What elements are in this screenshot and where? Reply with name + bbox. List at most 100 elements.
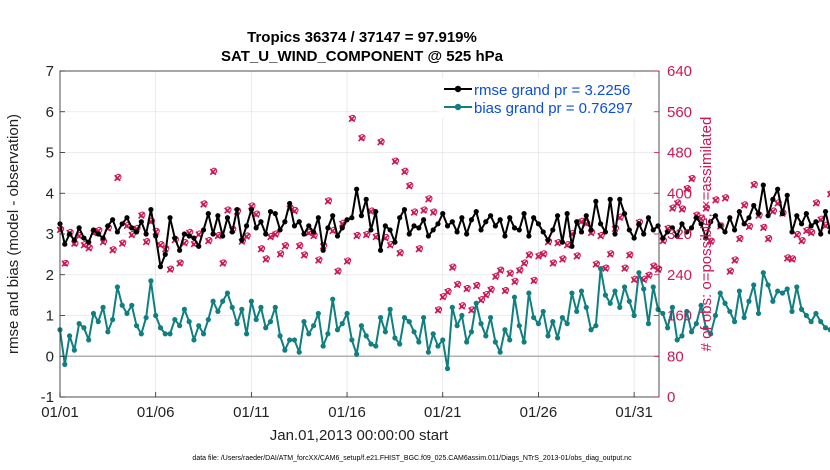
rmse-point [665,229,671,235]
rmse-point [272,211,278,217]
bias-point [344,310,350,317]
rmse-point [363,196,369,202]
obs-assimilated-point [649,263,657,270]
bias-point [177,323,183,329]
obs-assimilated-point [267,233,274,241]
rmse-point [334,233,341,239]
obs-assimilated-point [707,238,715,246]
rmse-point [387,227,393,233]
y2-axis-label: # of obs: o=possible; ×=assimilated [698,117,715,352]
obs-assimilated-point [468,307,475,314]
rmse-point [621,211,628,217]
obs-assimilated-point [334,268,341,276]
bias-point [540,308,546,315]
obs-assimilated-point [142,238,150,246]
rmse-point [559,239,565,245]
rmse-line [59,184,830,268]
bias-point [349,337,355,343]
rmse-point [129,225,135,231]
bias-point [425,349,431,355]
bias-point [172,316,178,323]
legend-rmse-label: rmse grand pr = 3.2256 [474,82,630,99]
rmse-point [526,233,532,239]
rmse-point [224,215,231,221]
obs-assimilated-point [592,261,600,268]
y2-tick-label: 640 [667,63,692,80]
rmse-point [746,215,752,221]
obs-assimilated-point [429,209,437,216]
obs-assimilated-point [807,229,815,237]
obs-assimilated-point [793,231,801,239]
bias-point [593,323,599,329]
bias-point [215,308,221,315]
bias-point [277,333,283,339]
bias-point [545,333,551,339]
bias-point [636,270,642,276]
bias-point [727,308,733,315]
rmse-point [798,221,805,227]
obs-assimilated-point [252,211,260,219]
bias-point [521,339,527,345]
bias-point [162,331,168,337]
y-tick-label: 0 [46,348,54,365]
rmse-point [698,221,704,227]
obs-assimilated-point [305,229,313,237]
obs-assimilated-point [673,200,681,207]
rmse-point [822,208,829,215]
bias-point [454,323,460,329]
bias-point [124,310,130,317]
rmse-point [535,221,542,227]
bias-point [798,306,805,312]
bias-point [306,331,312,337]
rmse-point [66,231,73,237]
rmse-point [114,229,121,235]
obs-assimilated-point [453,281,461,289]
bias-point [641,286,647,292]
rmse-point [440,211,446,217]
obs-assimilated-point [492,273,499,281]
rmse-point [617,196,623,202]
y2-tick-label: 0 [667,389,675,406]
obs-assimilated-point [764,235,772,243]
rmse-point [320,247,326,253]
rmse-point [727,215,733,221]
bias-point [554,335,561,341]
rmse-point [612,231,618,237]
rmse-point [425,233,431,239]
bias-point [813,310,819,317]
obs-assimilated-point [511,278,518,286]
rmse-point [779,211,786,217]
obs-assimilated-point [176,260,183,267]
rmse-point [81,235,87,241]
rmse-point [186,233,192,239]
legend-bias-marker [454,103,462,111]
bias-point [301,319,307,325]
bias-point [535,321,542,327]
obs-assimilated-point [520,260,528,267]
rmse-point [554,213,561,219]
bias-point [669,304,675,310]
obs-assimilated-point [472,282,480,290]
bias-point [248,298,254,304]
rmse-point [813,219,819,225]
rmse-point [607,196,613,202]
bias-point [291,337,298,343]
rmse-point [339,225,345,231]
rmse-point [243,223,250,229]
obs-assimilated-point [750,181,758,189]
legend-box [439,78,653,118]
obs-assimilated-point [630,276,638,284]
obs-assimilated-point [214,232,222,240]
obs-assimilated-point [80,241,88,249]
x-tick-label: 01/21 [424,404,462,421]
bias-point [698,302,704,308]
obs-assimilated-point [783,255,791,262]
bias-point [196,323,202,329]
bias-point [583,304,589,310]
bias-point [143,314,149,321]
bias-point [607,300,613,306]
rmse-point [296,219,302,225]
bias-point [282,347,288,353]
obs-assimilated-point [798,237,805,245]
